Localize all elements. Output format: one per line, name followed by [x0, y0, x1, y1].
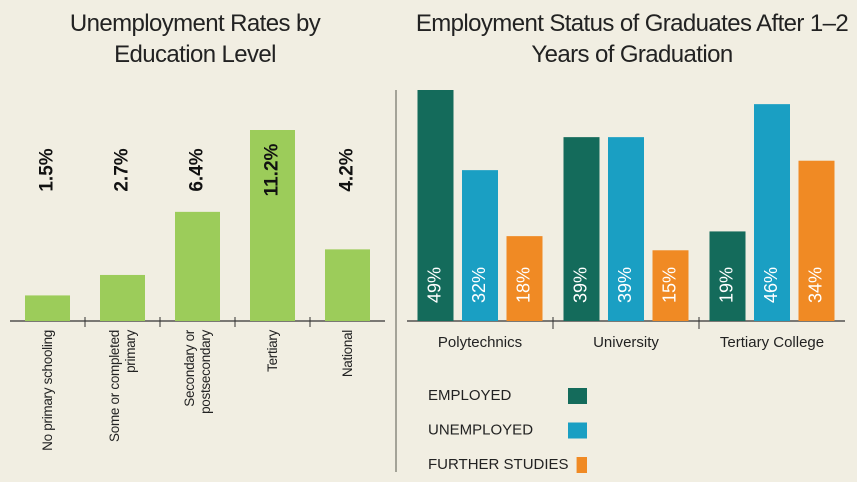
bar [462, 170, 498, 321]
x-tick-label: National [339, 330, 355, 378]
x-tick-label: Tertiary College [720, 334, 824, 351]
value-label: 2.7% [112, 148, 133, 191]
bar [608, 137, 644, 321]
legend-swatch [568, 388, 587, 404]
value-label: 1.5% [37, 148, 58, 191]
value-label: 49% [424, 267, 444, 303]
value-label: 6.4% [187, 148, 208, 191]
bar [652, 250, 689, 321]
x-tick-label: University [593, 334, 659, 351]
bar [506, 236, 543, 321]
legend-label: UNEMPLOYED [428, 421, 533, 438]
x-tick-label: Tertiary [264, 330, 280, 372]
legend-label: EMPLOYED [428, 387, 512, 404]
x-tick-label: Polytechnics [438, 334, 522, 351]
value-label: 46% [761, 267, 781, 303]
value-label: 39% [570, 267, 590, 303]
chart-title: Employment Status of Graduates After 1–2… [415, 10, 849, 68]
legend-swatch [568, 422, 587, 439]
x-tick-label: Some or completed primary [106, 330, 138, 442]
chart-title: Unemployment Rates by Education Level [69, 10, 321, 68]
legend-label: FURTHER STUDIES [428, 456, 569, 473]
bar [25, 295, 70, 321]
bar [100, 274, 145, 321]
bar [709, 231, 746, 321]
bar [417, 90, 454, 321]
value-label: 34% [805, 267, 825, 303]
x-tick-label: Secondary or postsecondary [181, 330, 213, 414]
value-label: 15% [659, 267, 679, 303]
value-label: 39% [615, 267, 635, 303]
legend-swatch [576, 457, 587, 473]
bar [250, 130, 295, 321]
value-label: 18% [513, 267, 533, 303]
bar [754, 104, 790, 322]
value-label: 32% [469, 267, 489, 303]
bar [563, 137, 600, 321]
value-label: 11.2% [262, 143, 283, 196]
value-label: 4.2% [337, 148, 358, 191]
x-tick-label: No primary schooling [39, 330, 55, 451]
bar [175, 211, 220, 321]
bar [798, 160, 835, 321]
bar [325, 249, 370, 321]
value-label: 19% [716, 267, 736, 303]
